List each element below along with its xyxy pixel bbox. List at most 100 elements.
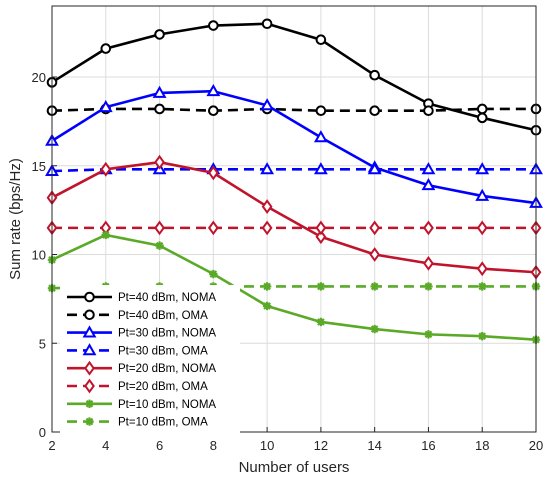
legend: Pt=40 dBm, NOMA Pt=40 dBm, OMA Pt=30 dBm, … [60,285,240,434]
data-point [475,162,490,175]
data-point [475,188,490,201]
legend-marker [84,291,95,303]
x-tick-label: 6 [156,438,163,453]
data-point [260,162,275,175]
x-tick-label: 8 [210,438,217,453]
data-point [209,269,218,279]
data-point [154,220,165,236]
y-axis-label: Sum rate (bps/Hz) [7,158,24,280]
data-point [155,241,164,250]
data-point [423,105,434,117]
data-point [154,29,165,40]
data-point [313,130,328,143]
data-point [100,161,112,177]
y-tick-label: 0 [39,425,46,440]
data-point [476,103,488,115]
data-point [476,112,488,124]
data-point [370,282,379,291]
legend-item: Pt=20 dBm, OMA [67,378,208,394]
legend-marker [84,378,95,394]
series-1 [46,103,542,117]
data-point [478,282,487,291]
legend-item: Pt=40 dBm, OMA [67,309,208,322]
series-5 [46,220,542,236]
legend-label: Pt=40 dBm, OMA [118,310,208,322]
x-tick-label: 4 [102,438,109,453]
data-point [369,220,381,236]
data-point [424,330,433,339]
x-tick-label: 10 [260,438,274,453]
data-point [423,255,434,271]
legend-item: Pt=30 dBm, OMA [67,343,208,357]
legend-item: Pt=30 dBm, NOMA [67,325,216,340]
data-point [421,162,436,175]
data-point [421,178,436,191]
legend-label: Pt=10 dBm, OMA [118,417,208,429]
y-tick-label: 20 [32,70,46,85]
data-point [207,165,219,181]
legend-marker [84,360,95,376]
data-point [206,83,221,97]
legend-label: Pt=20 dBm, NOMA [118,363,216,375]
data-point [369,69,380,81]
data-point [369,247,381,262]
data-point [316,282,326,291]
x-tick-label: 20 [529,438,543,453]
x-tick-label: 16 [421,438,435,453]
data-point [101,230,110,240]
legend-label: Pt=30 dBm, OMA [118,345,208,357]
data-point [100,43,112,54]
data-point [476,220,488,236]
legend-label: Pt=20 dBm, OMA [118,381,208,393]
series-line [51,233,537,341]
data-point [313,162,328,175]
series-line [51,160,537,274]
y-tick-label: 10 [32,248,46,263]
series-line [51,89,537,205]
plot-frame [51,5,537,433]
data-point [260,98,275,111]
axis-ticks: 2 4 6 8 10 12 14 16 18 20 0 5 10 15 20 [32,70,544,453]
data-point [208,20,219,31]
data-point [98,99,113,113]
data-point [152,85,167,98]
series-line [51,168,536,173]
data-point [261,220,273,236]
series-line [51,107,536,113]
data-point [315,220,327,236]
legend-marker [84,309,95,321]
series-6 [47,230,541,344]
x-tick-label: 18 [475,438,489,453]
data-point [423,220,434,236]
y-tick-label: 15 [32,159,46,174]
legend-item: Pt=10 dBm, NOMA [67,399,216,411]
legend-box [60,285,240,434]
legend-item: Pt=40 dBm, NOMA [67,291,216,304]
data-point [424,282,433,291]
legend-item: Pt=10 dBm, OMA [67,417,208,429]
data-point [367,162,382,175]
data-point [207,220,219,236]
data-point [262,282,272,291]
data-point [370,324,379,334]
data-point [315,229,327,245]
data-point [261,18,273,30]
legend-item: Pt=20 dBm, NOMA [67,360,216,376]
legend-marker [82,325,97,338]
legend-marker [82,343,97,356]
legend-label: Pt=40 dBm, NOMA [118,292,216,304]
data-point [476,261,488,277]
data-point [316,317,326,327]
data-point [315,105,327,117]
legend-label: Pt=10 dBm, NOMA [118,399,216,411]
x-axis-label: Number of users [239,459,350,476]
legend-label: Pt=30 dBm, NOMA [118,328,216,340]
x-tick-label: 12 [314,438,328,453]
data-point [369,105,380,117]
data-point [154,154,165,170]
x-tick-label: 14 [367,438,381,453]
y-tick-label: 5 [39,336,46,351]
data-point [261,199,273,214]
x-tick-label: 2 [48,438,55,453]
